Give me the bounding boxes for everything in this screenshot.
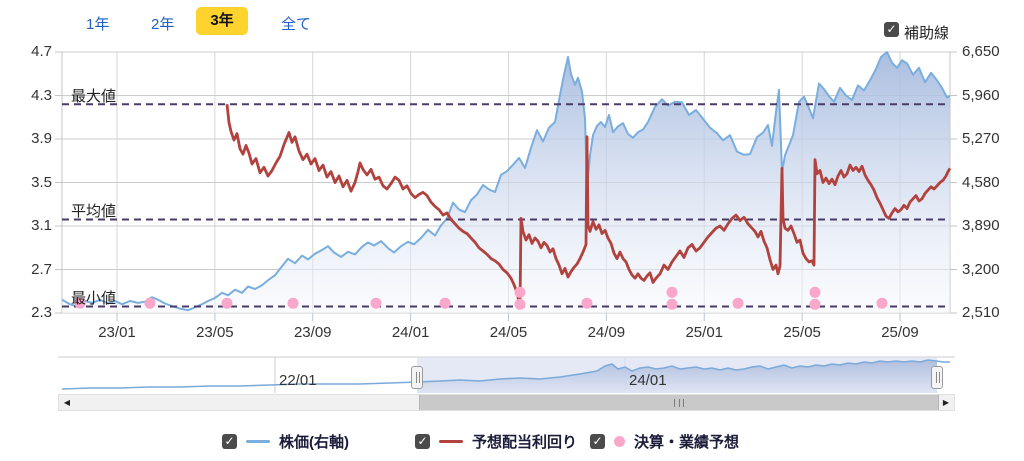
navigator-chart[interactable] <box>0 356 1024 394</box>
y-left-tick-label: 3.5 <box>31 173 52 191</box>
y-right-tick-label: 5,270 <box>962 130 1000 147</box>
legend-checkbox-yield[interactable] <box>415 434 430 449</box>
legend-swatch-earnings-dot <box>614 436 625 447</box>
y-left-tick-label: 3.9 <box>31 130 52 147</box>
y-left-tick-label: 3.1 <box>31 217 52 234</box>
x-tick-label: 25/09 <box>881 324 919 341</box>
ref-label-min: 最小値 <box>71 290 117 308</box>
legend-swatch-price-line <box>246 440 270 443</box>
y-right-tick-label: 2,510 <box>962 304 1000 321</box>
scroll-right-button[interactable]: ▶ <box>938 395 954 410</box>
y-left-tick-label: 2.7 <box>31 260 52 278</box>
x-tick-label: 23/01 <box>98 324 136 341</box>
y-left-tick-label: 2.3 <box>31 304 52 321</box>
y-right-tick-label: 3,200 <box>962 260 1000 278</box>
y-left-tick-label: 4.3 <box>31 86 52 104</box>
scroll-right-icon: ▶ <box>942 398 950 407</box>
legend-checkbox-earnings[interactable] <box>590 434 605 449</box>
tab-1year[interactable]: 1年 <box>86 16 110 33</box>
legend-swatch-yield-line <box>439 440 463 443</box>
nav-axis-label: 22/01 <box>279 372 317 389</box>
legend-item-price[interactable]: 株価(右軸) <box>222 431 349 452</box>
legend-label-yield: 予想配当利回り <box>472 434 578 451</box>
y-left-tick-label: 4.7 <box>31 43 52 60</box>
x-tick-label: 23/09 <box>293 324 332 341</box>
tab-3year[interactable]: 3年 <box>196 7 248 35</box>
tab-all[interactable]: 全て <box>281 16 312 33</box>
nav-handle-left[interactable] <box>411 366 423 389</box>
scroll-thumb-grip-icon <box>674 398 684 407</box>
helper-line-label: 補助線 <box>904 25 950 42</box>
y-right-tick-label: 3,890 <box>962 217 1000 234</box>
y-right-tick-label: 4,580 <box>962 173 1000 191</box>
x-tick-label: 24/05 <box>489 324 528 341</box>
tab-2year[interactable]: 2年 <box>151 16 175 33</box>
scroll-left-button[interactable]: ◀ <box>59 395 75 410</box>
legend-checkbox-price[interactable] <box>222 434 237 449</box>
legend-label-earnings: 決算・業績予想 <box>634 434 740 451</box>
x-tick-label: 24/01 <box>391 324 430 341</box>
x-tick-label: 25/01 <box>685 324 724 341</box>
helper-line-checkbox[interactable] <box>884 22 899 37</box>
nav-handle-right[interactable] <box>931 366 943 389</box>
ref-label-avg: 平均値 <box>71 203 117 221</box>
x-tick-label: 23/05 <box>196 324 234 341</box>
y-right-tick-label: 6,650 <box>962 43 1000 60</box>
nav-axis-label: 24/01 <box>629 372 667 389</box>
ref-label-max: 最大値 <box>71 88 117 106</box>
y-right-tick-label: 5,960 <box>962 86 1000 104</box>
scroll-thumb[interactable] <box>419 395 939 410</box>
legend-item-earnings[interactable]: 決算・業績予想 <box>590 431 739 452</box>
legend-label-price: 株価(右軸) <box>279 434 349 451</box>
scroll-left-icon: ◀ <box>63 398 71 407</box>
legend-item-yield[interactable]: 予想配当利回り <box>415 431 577 452</box>
horizontal-scrollbar[interactable]: ◀ ▶ <box>58 394 955 411</box>
x-tick-label: 24/09 <box>587 324 626 341</box>
x-tick-label: 25/05 <box>783 324 821 341</box>
main-chart[interactable] <box>0 0 1024 332</box>
